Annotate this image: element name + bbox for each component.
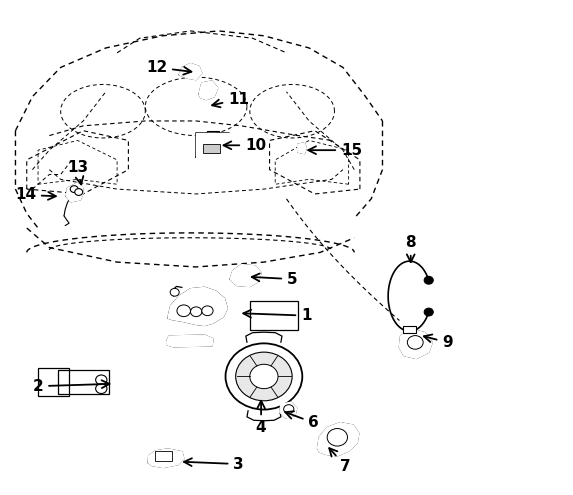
- Bar: [403, 326, 417, 333]
- Text: 3: 3: [184, 456, 244, 472]
- Polygon shape: [399, 329, 432, 358]
- Circle shape: [407, 336, 423, 349]
- Text: 6: 6: [285, 411, 319, 430]
- Text: 4: 4: [256, 401, 266, 435]
- Text: 1: 1: [244, 308, 312, 323]
- Text: 14: 14: [15, 188, 56, 202]
- Circle shape: [177, 305, 190, 317]
- Circle shape: [226, 344, 303, 409]
- Polygon shape: [196, 133, 229, 157]
- Text: 12: 12: [146, 60, 191, 75]
- Circle shape: [70, 186, 78, 193]
- Text: 2: 2: [33, 379, 109, 394]
- Text: 11: 11: [212, 92, 249, 107]
- Text: 7: 7: [329, 448, 351, 474]
- Circle shape: [250, 364, 278, 389]
- Circle shape: [236, 352, 292, 401]
- Circle shape: [74, 189, 83, 196]
- Bar: [58, 370, 109, 394]
- Bar: [155, 451, 172, 461]
- Polygon shape: [280, 402, 297, 418]
- Bar: [250, 301, 298, 330]
- Circle shape: [190, 307, 202, 317]
- Circle shape: [170, 289, 179, 296]
- Circle shape: [424, 276, 433, 284]
- Polygon shape: [179, 63, 202, 80]
- Text: 9: 9: [424, 335, 453, 350]
- Text: 13: 13: [67, 160, 88, 185]
- Polygon shape: [148, 449, 184, 467]
- Circle shape: [202, 306, 213, 316]
- Circle shape: [327, 429, 347, 446]
- Polygon shape: [168, 288, 227, 325]
- Polygon shape: [66, 183, 83, 202]
- Bar: [203, 145, 220, 153]
- Polygon shape: [230, 264, 261, 287]
- Text: 8: 8: [406, 235, 416, 262]
- Text: 15: 15: [308, 143, 362, 158]
- Polygon shape: [199, 81, 218, 99]
- Text: 5: 5: [252, 272, 297, 287]
- Circle shape: [96, 375, 107, 385]
- Circle shape: [284, 405, 294, 413]
- Circle shape: [424, 308, 433, 316]
- Bar: [38, 368, 69, 396]
- Polygon shape: [317, 423, 359, 456]
- Circle shape: [96, 384, 107, 394]
- Text: 10: 10: [223, 138, 266, 153]
- Polygon shape: [167, 335, 213, 347]
- Polygon shape: [298, 143, 306, 153]
